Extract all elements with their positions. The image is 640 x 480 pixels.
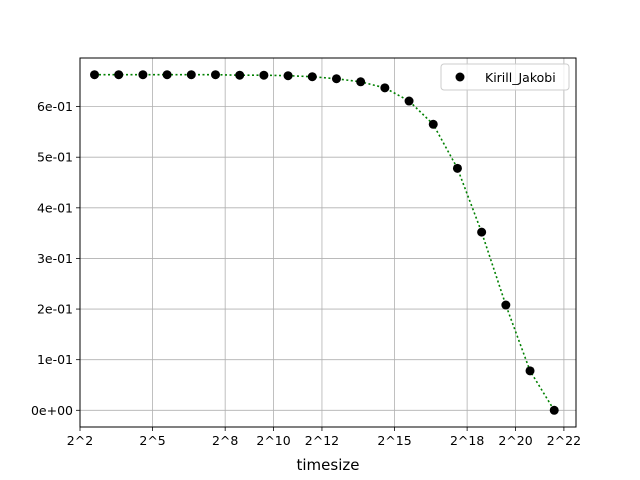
y-tick-label: 6e-01 [37, 99, 73, 114]
data-point [452, 163, 462, 173]
legend: Kirill_Jakobi [440, 63, 570, 91]
legend-box [440, 63, 570, 91]
x-tick-label: 2^18 [450, 433, 484, 448]
x-tick-label: 2^5 [139, 433, 165, 448]
data-point [307, 72, 317, 82]
data-points [90, 70, 559, 415]
data-point [114, 70, 124, 80]
data-point [404, 96, 414, 106]
plot-frame [79, 57, 577, 428]
data-point [90, 70, 100, 80]
data-point [428, 119, 438, 129]
y-tick-label: 2e-01 [37, 302, 73, 317]
data-point [380, 83, 390, 93]
grid-lines [79, 58, 576, 427]
data-point [162, 70, 172, 80]
x-axis-ticks: 2^2 2^5 2^8 2^10 2^12 2^15 2^18 2^20 2^22 [67, 427, 581, 448]
x-tick-label: 2^22 [547, 433, 581, 448]
data-point [477, 227, 487, 237]
x-tick-label: 2^12 [305, 433, 339, 448]
y-axis-ticks: 0e+00 1e-01 2e-01 3e-01 4e-01 5e-01 6e-01 [31, 99, 80, 418]
y-tick-label: 1e-01 [37, 352, 73, 367]
x-tick-label: 2^8 [212, 433, 238, 448]
y-tick-label: 4e-01 [37, 200, 73, 215]
y-tick-label: 5e-01 [37, 150, 73, 165]
data-point [235, 70, 245, 80]
y-tick-label: 0e+00 [31, 403, 73, 418]
legend-marker [455, 72, 465, 82]
data-point [210, 70, 220, 80]
x-tick-label: 2^20 [498, 433, 532, 448]
data-point [501, 300, 511, 310]
x-tick-label: 2^10 [256, 433, 290, 448]
data-point [186, 70, 196, 80]
data-point [356, 77, 366, 87]
data-point [283, 71, 293, 81]
x-axis-label: timesize [297, 456, 360, 474]
data-point [331, 74, 341, 84]
data-point [138, 70, 148, 80]
legend-label: Kirill_Jakobi [485, 70, 556, 85]
x-tick-label: 2^15 [377, 433, 411, 448]
x-tick-label: 2^2 [67, 433, 93, 448]
y-tick-label: 3e-01 [37, 251, 73, 266]
data-point [549, 405, 559, 415]
data-point [525, 366, 535, 376]
data-point [259, 70, 269, 80]
